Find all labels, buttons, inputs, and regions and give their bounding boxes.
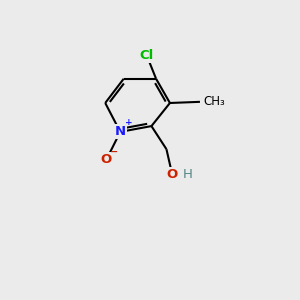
Text: +: + [125, 118, 133, 127]
Text: N: N [115, 125, 126, 138]
Text: −: − [110, 146, 118, 157]
Text: O: O [101, 153, 112, 166]
Text: O: O [167, 168, 178, 181]
Text: Cl: Cl [140, 49, 154, 62]
Text: H: H [183, 168, 193, 181]
Text: CH₃: CH₃ [203, 95, 225, 108]
